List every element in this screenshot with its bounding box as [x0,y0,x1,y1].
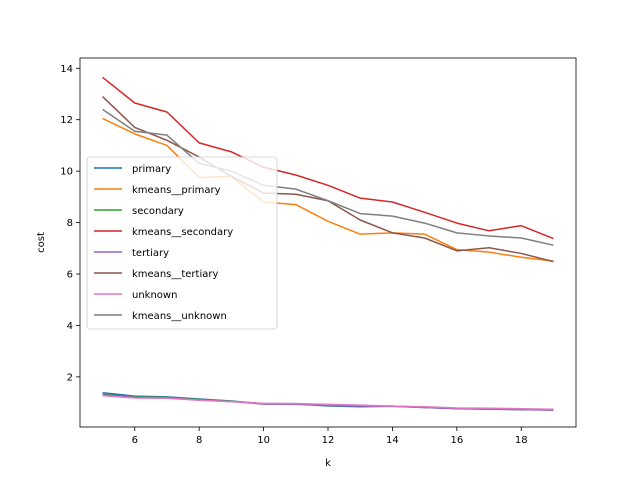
x-tick-label: 16 [450,435,463,446]
x-tick-label: 14 [386,435,399,446]
series-line [102,392,554,411]
legend-label: kmeans__secondary [132,227,233,238]
x-tick-label: 8 [196,435,202,446]
legend-item: kmeans__unknown [94,311,227,322]
y-tick-label: 6 [67,270,73,281]
y-tick-label: 4 [67,321,73,332]
legend-label: primary [132,164,171,175]
y-tick-label: 10 [60,167,73,178]
series-primary [102,392,554,411]
legend-label: tertiary [132,248,169,259]
x-tick-label: 12 [322,435,335,446]
y-tick-label: 2 [67,372,73,383]
legend-item: primary [94,164,171,175]
x-axis-ticks: 6 8 10 12 14 16 18 [132,427,528,446]
legend-label: unknown [132,290,177,301]
series-lines [102,76,554,412]
x-tick-label: 18 [515,435,528,446]
legend-label: kmeans__primary [132,185,221,196]
legend-label: kmeans__unknown [132,311,227,322]
legend-item: kmeans__primary [94,185,221,196]
legend-item: kmeans__tertiary [94,269,218,280]
legend-item: unknown [94,290,177,301]
legend-box [86,156,278,330]
y-axis-ticks: 2 4 6 8 10 12 14 [60,64,80,383]
legend-item: tertiary [94,248,169,259]
y-tick-label: 8 [67,218,73,229]
legend: primary kmeans__primary secondary kmeans__s… [86,156,278,330]
legend-item: secondary [94,206,184,217]
legend-item: kmeans__secondary [94,227,233,238]
x-tick-label: 6 [132,435,138,446]
legend-label: secondary [132,206,184,217]
series-line [102,394,554,411]
y-axis-label: cost [36,232,47,253]
y-tick-label: 12 [60,115,73,126]
series-unknown [102,394,554,411]
x-tick-label: 10 [257,435,270,446]
legend-label: kmeans__tertiary [132,269,218,280]
x-axis-label: k [325,458,331,469]
y-tick-label: 14 [60,64,73,75]
